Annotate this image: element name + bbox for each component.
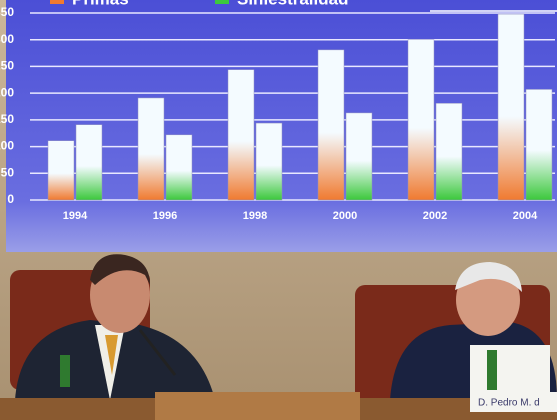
nameplate: D. Pedro M. d — [478, 398, 540, 409]
x-tick-label: 1994 — [63, 210, 88, 222]
legend-swatch — [50, 0, 64, 4]
bar — [166, 135, 192, 200]
x-tick-label: 1998 — [243, 210, 267, 222]
x-tick-label: 2004 — [513, 210, 538, 222]
x-tick-label: 2002 — [423, 210, 447, 222]
y-tick-label: 50 — [1, 165, 15, 179]
paper — [470, 345, 550, 395]
y-tick-label: 0 — [7, 192, 14, 206]
bar — [256, 123, 282, 200]
bar — [498, 14, 524, 200]
y-tick-label: 300 — [0, 32, 14, 46]
y-tick-label: 100 — [0, 139, 14, 153]
bar — [138, 98, 164, 200]
legend-label: Siniestralidad — [237, 0, 348, 8]
bar — [526, 89, 552, 200]
bar — [48, 141, 74, 200]
bar — [228, 70, 254, 200]
page: 0 50 100 150 200 250 300 350 1994 1996 1998 2000 200… — [0, 0, 557, 420]
bar — [76, 125, 102, 200]
x-tick-label: 1996 — [153, 210, 177, 222]
bar — [346, 113, 372, 200]
photo: 0 50 100 150 200 250 300 350 1994 1996 1998 2000 200… — [0, 0, 557, 420]
y-tick-label: 350 — [0, 5, 14, 19]
bottle — [487, 350, 497, 390]
y-tick-label: 250 — [0, 59, 14, 73]
bottle — [60, 355, 70, 387]
desk-panel — [155, 392, 360, 420]
legend-swatch — [215, 0, 229, 4]
x-tick-label: 2000 — [333, 210, 357, 222]
legend-label: Primas — [72, 0, 129, 8]
y-tick-label: 200 — [0, 85, 14, 99]
bar — [408, 40, 434, 200]
bar — [318, 50, 344, 200]
y-tick-label: 150 — [0, 112, 14, 126]
bar — [436, 103, 462, 200]
